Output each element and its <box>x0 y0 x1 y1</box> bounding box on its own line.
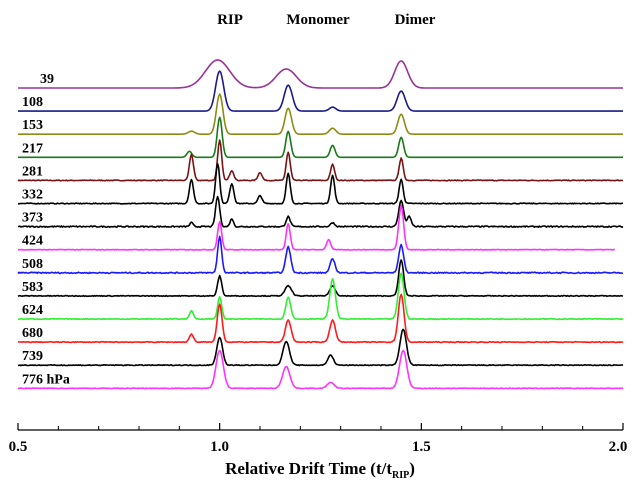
trace-680 <box>17 293 624 344</box>
x-tick-label-1-5: 1.5 <box>412 439 431 455</box>
series-label-108: 108 <box>22 95 43 110</box>
trace-39 <box>18 59 623 89</box>
peak-label-monomer: Monomer <box>286 12 350 28</box>
trace-508 <box>17 235 624 275</box>
trace-281 <box>17 139 623 182</box>
peak-label-rip: RIP <box>217 12 243 28</box>
trace-153 <box>18 93 623 135</box>
series-label-39: 39 <box>40 72 54 87</box>
x-axis-title-main: Relative Drift Time (t/t <box>225 459 392 478</box>
trace-217 <box>18 116 623 159</box>
peak-labels: RIP Monomer Dimer <box>217 12 436 28</box>
series-label-508: 508 <box>22 257 43 272</box>
trace-739 <box>17 328 624 367</box>
x-tick-label-2-0: 2.0 <box>609 439 628 455</box>
trace-108 <box>18 70 623 112</box>
trace-776-hpa <box>17 349 623 390</box>
trace-332 <box>17 162 624 205</box>
x-tick-label-1-0: 1.0 <box>210 439 229 455</box>
x-axis-title: Relative Drift Time (t/tRIP) <box>225 459 415 481</box>
series-label-739: 739 <box>22 349 43 364</box>
series-label-776-hpa: 776 hPa <box>22 372 70 387</box>
x-axis-title-sub: RIP <box>392 470 409 481</box>
x-axis-title-close: ) <box>409 459 415 478</box>
series-label-424: 424 <box>22 234 43 249</box>
trace-583 <box>17 259 624 298</box>
series-label-153: 153 <box>22 118 43 133</box>
trace-373 <box>18 195 624 228</box>
trace-624 <box>17 272 624 321</box>
series-label-281: 281 <box>22 164 43 179</box>
series-label-583: 583 <box>22 280 43 295</box>
series-labels: 39 108 153 217 281 332 373 424 508 583 624 680 739 77… <box>22 72 70 387</box>
series-label-332: 332 <box>22 188 43 203</box>
series-label-217: 217 <box>22 141 43 156</box>
trace-424 <box>17 204 615 251</box>
x-tick-label-0-5: 0.5 <box>9 439 28 455</box>
series-label-373: 373 <box>22 211 43 226</box>
x-axis-ticks: 0.5 1.0 1.5 2.0 <box>9 423 628 455</box>
series-label-624: 624 <box>22 303 43 318</box>
series-label-680: 680 <box>22 326 43 341</box>
peak-label-dimer: Dimer <box>395 12 436 28</box>
spectra-traces <box>17 59 624 390</box>
